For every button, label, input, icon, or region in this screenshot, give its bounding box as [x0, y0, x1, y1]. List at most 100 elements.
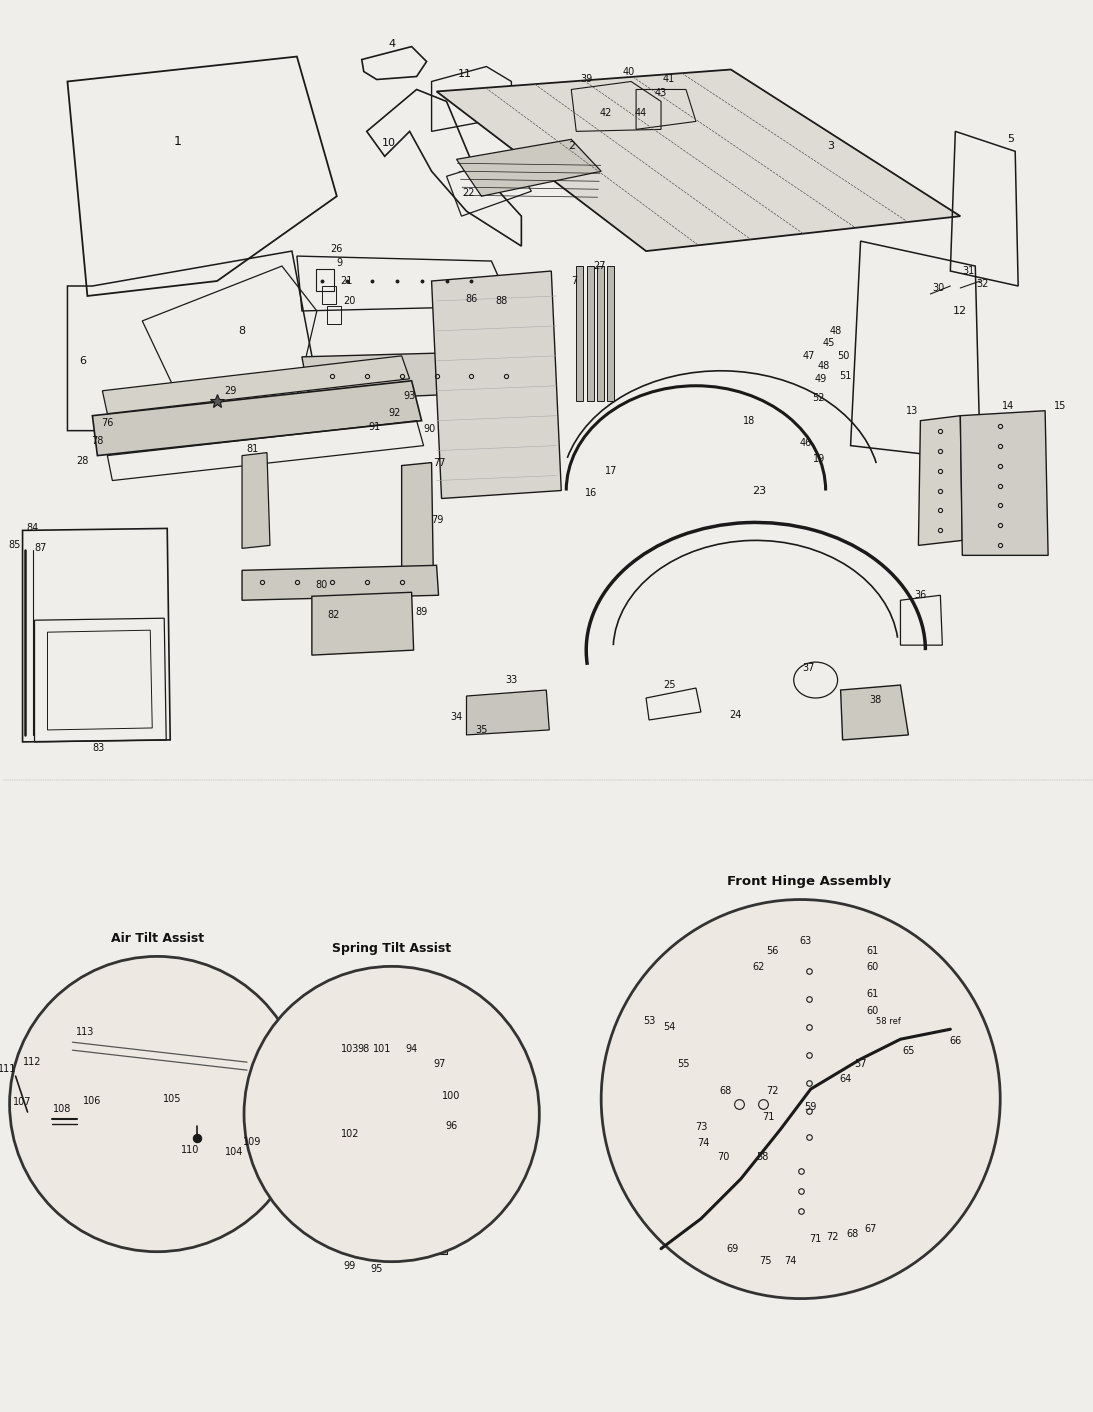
Text: 57: 57: [855, 1059, 867, 1069]
Polygon shape: [302, 350, 531, 401]
Text: 112: 112: [23, 1058, 42, 1067]
Text: 24: 24: [730, 710, 742, 720]
Text: 70: 70: [717, 1152, 729, 1162]
Text: 51: 51: [839, 371, 851, 381]
Text: 69: 69: [727, 1244, 739, 1254]
Text: 83: 83: [92, 743, 105, 753]
Text: 45: 45: [822, 337, 835, 347]
Polygon shape: [831, 959, 869, 1000]
Text: 22: 22: [462, 188, 474, 198]
Polygon shape: [467, 690, 550, 734]
Text: 48: 48: [830, 326, 842, 336]
Text: Spring Tilt Assist: Spring Tilt Assist: [332, 942, 451, 955]
Text: 17: 17: [604, 466, 618, 476]
Text: 19: 19: [812, 453, 825, 463]
Text: 14: 14: [1002, 401, 1014, 411]
Text: 109: 109: [243, 1137, 261, 1147]
Polygon shape: [401, 463, 434, 592]
Text: 91: 91: [368, 422, 380, 432]
Text: 63: 63: [800, 936, 812, 946]
Text: 28: 28: [77, 456, 89, 466]
Text: 6: 6: [79, 356, 86, 366]
Text: 4: 4: [388, 38, 396, 48]
Polygon shape: [432, 271, 562, 498]
Text: 27: 27: [592, 261, 606, 271]
Text: 50: 50: [837, 350, 849, 361]
Circle shape: [10, 956, 305, 1251]
Text: 71: 71: [810, 1234, 822, 1244]
Text: 3: 3: [827, 141, 834, 151]
Text: 49: 49: [814, 374, 826, 384]
Text: 62: 62: [753, 963, 765, 973]
Text: 86: 86: [466, 294, 478, 304]
Text: 59: 59: [804, 1101, 816, 1113]
Text: 5: 5: [1007, 134, 1013, 144]
Polygon shape: [587, 265, 595, 401]
Circle shape: [244, 966, 539, 1262]
Polygon shape: [312, 592, 413, 655]
Text: 11: 11: [458, 69, 471, 79]
Polygon shape: [607, 265, 614, 401]
Text: 110: 110: [181, 1145, 199, 1155]
Text: 31: 31: [962, 265, 975, 275]
Text: 34: 34: [450, 712, 462, 722]
Text: 81: 81: [246, 443, 258, 453]
Text: 76: 76: [102, 418, 114, 428]
Text: 18: 18: [743, 415, 755, 425]
Text: 66: 66: [949, 1036, 962, 1046]
Polygon shape: [362, 1189, 447, 1254]
Text: 79: 79: [432, 515, 444, 525]
Text: 88: 88: [495, 297, 507, 306]
Text: 92: 92: [388, 408, 401, 418]
Polygon shape: [93, 381, 422, 456]
Text: 43: 43: [655, 89, 667, 99]
Text: 106: 106: [83, 1096, 102, 1106]
Text: 56: 56: [766, 946, 779, 956]
Text: 48: 48: [818, 361, 830, 371]
Text: 72: 72: [766, 1086, 779, 1096]
Text: 87: 87: [34, 544, 47, 554]
Text: 74: 74: [696, 1138, 709, 1148]
Polygon shape: [242, 565, 438, 600]
Text: 65: 65: [902, 1046, 915, 1056]
Text: 20: 20: [343, 297, 356, 306]
Text: 38: 38: [869, 695, 882, 705]
Polygon shape: [107, 1113, 234, 1125]
Text: 54: 54: [662, 1022, 675, 1032]
Text: 36: 36: [914, 590, 927, 600]
Text: 93: 93: [403, 391, 415, 401]
Polygon shape: [103, 356, 410, 414]
Polygon shape: [786, 955, 831, 1154]
Text: Air Tilt Assist: Air Tilt Assist: [110, 932, 203, 945]
Text: 9: 9: [337, 258, 343, 268]
Text: 96: 96: [446, 1121, 458, 1131]
Text: 40: 40: [623, 66, 635, 76]
Text: 26: 26: [330, 244, 343, 254]
Text: 84: 84: [26, 524, 38, 534]
Polygon shape: [78, 1108, 107, 1132]
Text: 29: 29: [224, 385, 236, 395]
Text: 35: 35: [475, 724, 487, 734]
Polygon shape: [436, 69, 961, 251]
Text: 95: 95: [371, 1264, 383, 1274]
Text: 32: 32: [976, 280, 988, 289]
Text: 75: 75: [760, 1255, 772, 1265]
Text: 64: 64: [839, 1075, 851, 1084]
Text: Front Hinge Assembly: Front Hinge Assembly: [727, 875, 891, 888]
Text: 108: 108: [54, 1104, 72, 1114]
Text: 44: 44: [635, 109, 647, 119]
Polygon shape: [961, 411, 1048, 555]
Polygon shape: [841, 685, 908, 740]
Text: 113: 113: [77, 1027, 95, 1038]
Text: 13: 13: [906, 405, 918, 415]
Text: 77: 77: [433, 457, 446, 467]
Text: 25: 25: [662, 681, 675, 690]
Polygon shape: [457, 140, 601, 196]
Polygon shape: [234, 1106, 260, 1134]
Text: 67: 67: [865, 1224, 877, 1234]
Text: 47: 47: [802, 350, 815, 361]
Text: 90: 90: [423, 424, 436, 433]
Text: 61: 61: [867, 990, 879, 1000]
Text: 2: 2: [567, 141, 575, 151]
Text: 16: 16: [585, 487, 597, 497]
